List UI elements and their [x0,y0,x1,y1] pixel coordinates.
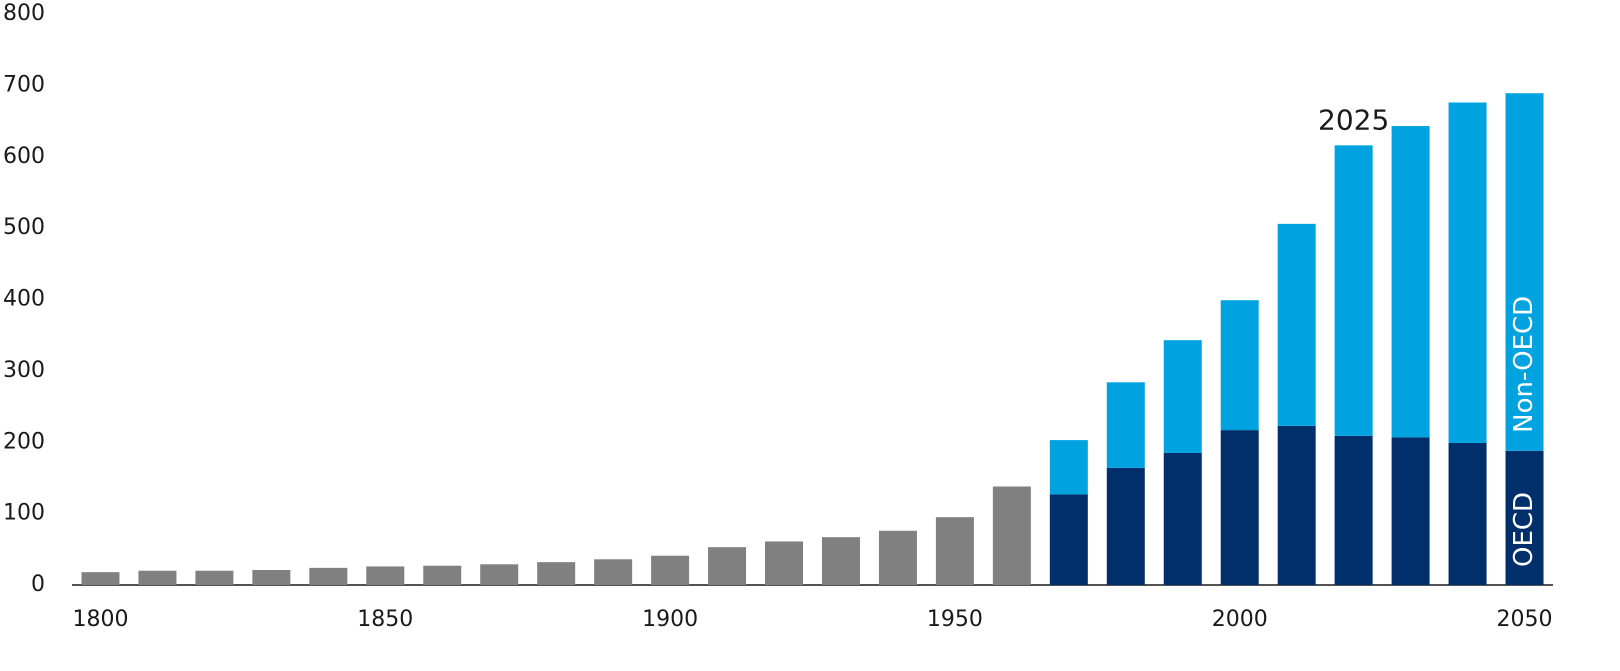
bar [821,537,860,585]
x-tick-label: 1950 [927,607,983,632]
x-tick-label: 1900 [642,607,698,632]
bar [1448,102,1487,443]
bar [1277,425,1316,585]
bar [1049,440,1088,495]
bar [81,572,120,585]
bar [1448,442,1487,585]
bar [992,486,1031,585]
bar [1106,467,1145,585]
bar [1163,340,1202,453]
bar [423,565,462,585]
series-label: OECD [1509,492,1539,567]
y-tick-label: 0 [31,572,45,597]
bar [1334,145,1373,436]
y-tick-label: 500 [3,215,45,240]
bar [480,564,519,585]
y-tick-label: 700 [3,72,45,97]
annotation: 2025 [1318,103,1389,136]
bar [195,570,234,585]
x-tick-label: 1850 [357,607,413,632]
bar [1163,452,1202,585]
series-label: Non-OECD [1509,296,1539,433]
bar [1505,93,1544,451]
y-tick-label: 100 [3,501,45,526]
bar [594,559,633,585]
bar [252,570,291,585]
bar [1277,223,1316,426]
y-tick-label: 300 [3,358,45,383]
x-tick-label: 2050 [1497,607,1553,632]
bar [366,566,405,585]
bar [309,567,348,585]
y-tick-label: 600 [3,144,45,169]
y-tick-label: 200 [3,429,45,454]
bar [765,541,804,585]
bar [1334,435,1373,585]
bar [1505,450,1544,585]
bar [935,517,974,585]
bar [1220,300,1259,431]
bar [708,547,747,585]
x-tick-label: 2000 [1212,607,1268,632]
bar [1106,382,1145,468]
bar [878,530,917,585]
y-tick-label: 400 [3,287,45,312]
bar [651,555,690,585]
bar [1391,126,1430,438]
x-tick-label: 1800 [72,607,128,632]
bar [1220,430,1259,585]
bar [1391,437,1430,585]
bar [138,570,177,585]
bar [1049,494,1088,585]
bar [537,562,576,585]
y-tick-label: 800 [3,1,45,26]
